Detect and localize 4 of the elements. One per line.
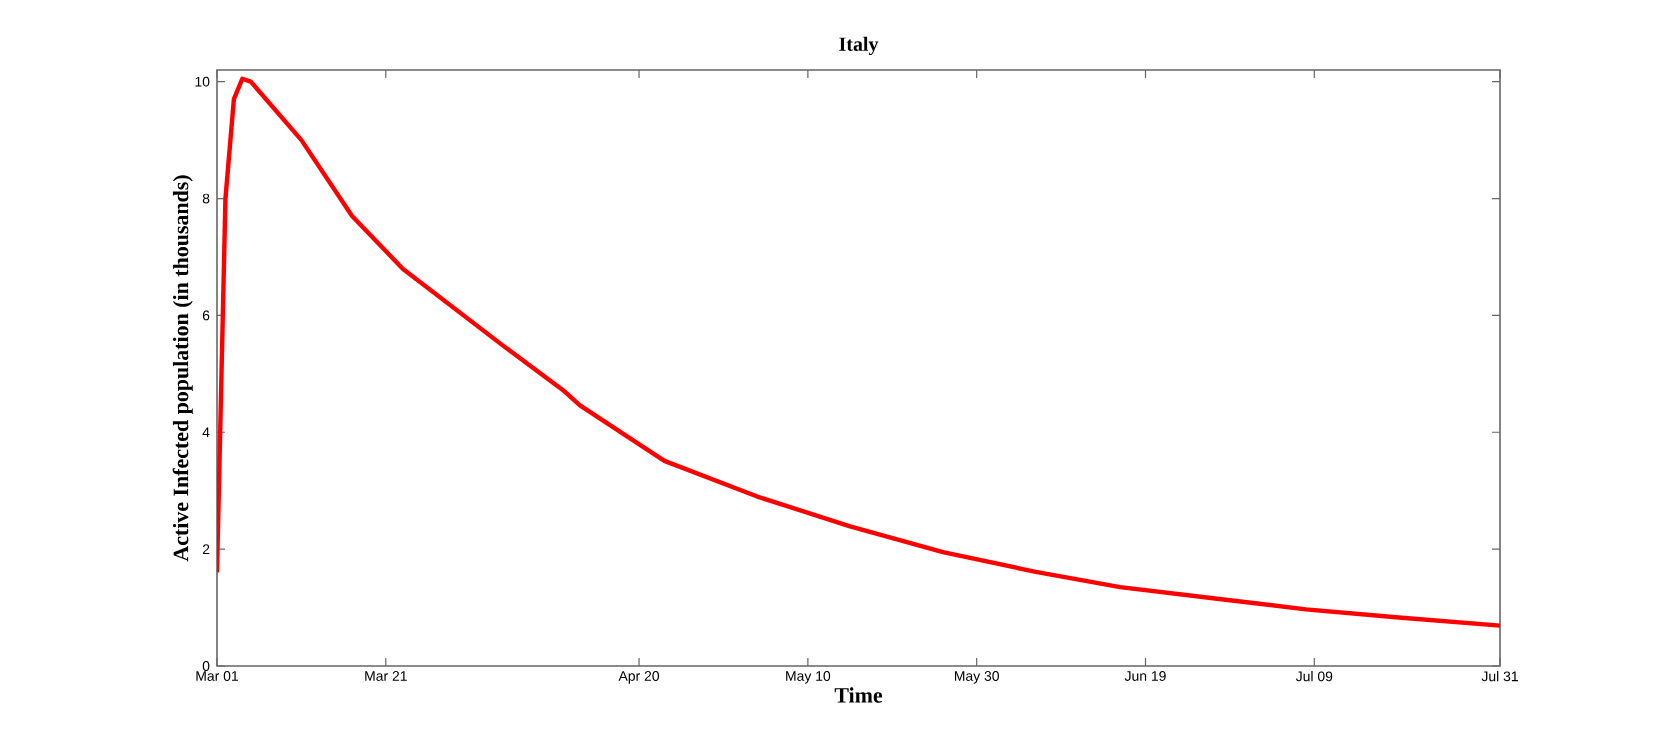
chart-title: Italy (839, 36, 879, 56)
y-axis-title: Active Infected population (in thousands) (172, 175, 193, 562)
line-series (217, 76, 1501, 628)
x-axis-title: Time (834, 687, 883, 703)
